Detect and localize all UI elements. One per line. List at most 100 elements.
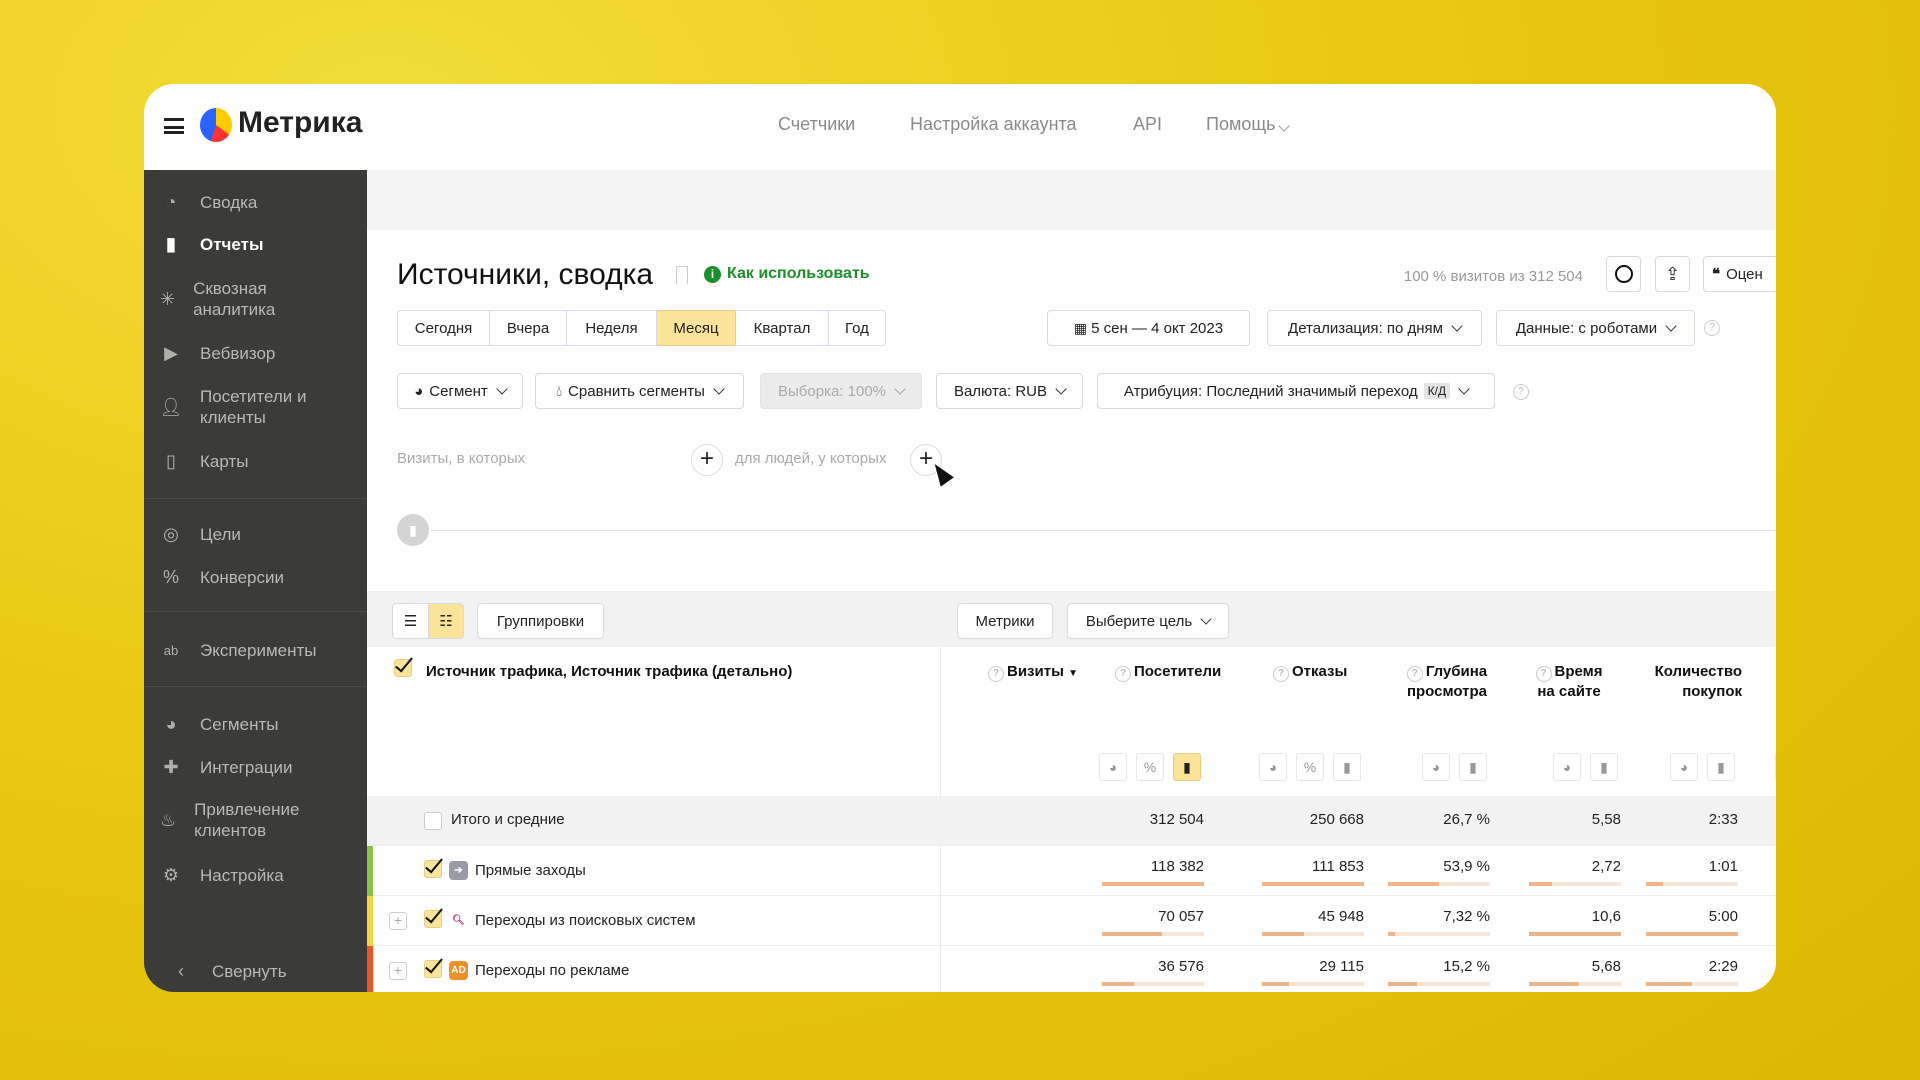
sampling-label: Выборка: 100%	[778, 382, 886, 400]
collapse-sidebar-button[interactable]: ‹ Свернуть	[144, 960, 367, 982]
percent-view-icon[interactable]: %	[1296, 753, 1324, 781]
sidebar-item-end-to-end[interactable]: ✳ Сквозная аналитика	[144, 278, 275, 320]
sidebar-item-integrations[interactable]: ✚ Интеграции	[144, 756, 367, 778]
detail-dropdown[interactable]: Детализация: по дням	[1267, 310, 1482, 346]
hamburger-menu-icon[interactable]	[164, 118, 184, 134]
bar-chart-view-icon[interactable]: ▮	[1173, 753, 1201, 781]
period-week[interactable]: Неделя	[567, 310, 657, 346]
sidebar-item-segments[interactable]: ◕ Сегменты	[144, 713, 367, 735]
compare-segments-dropdown[interactable]: 💧︎ Сравнить сегменты	[535, 373, 744, 409]
pie-view-icon[interactable]: ◕	[1553, 753, 1581, 781]
cell-share-bar	[1529, 882, 1621, 886]
add-people-filter-button[interactable]: +	[910, 444, 942, 476]
logo-text[interactable]: Метрика	[238, 106, 363, 139]
nav-api[interactable]: API	[1133, 114, 1163, 134]
column-header-bounces[interactable]: ? Отказы	[1273, 662, 1347, 682]
cell-share-bar	[1102, 882, 1204, 886]
period-yesterday[interactable]: Вчера	[490, 310, 567, 346]
row-checkbox[interactable]	[424, 960, 442, 978]
pie-view-icon[interactable]: ◕	[1259, 753, 1287, 781]
cell-share-bar	[1388, 932, 1490, 936]
sidebar-item-maps[interactable]: ▯ Карты	[144, 450, 367, 472]
attribution-badge: К/Д	[1423, 383, 1451, 399]
how-to-use-link[interactable]: i Как использовать	[704, 265, 870, 283]
groupings-button[interactable]: Группировки	[477, 603, 604, 639]
sidebar-item-summary[interactable]: ◔ Сводка	[144, 191, 367, 213]
data-mode-dropdown[interactable]: Данные: с роботами	[1496, 310, 1695, 346]
add-visit-filter-button[interactable]: +	[691, 444, 723, 476]
attribution-dropdown[interactable]: Атрибуция: Последний значимый переход К/Д	[1097, 373, 1495, 409]
help-icon[interactable]: ?	[1513, 384, 1529, 400]
nav-counters[interactable]: Счетчики	[778, 114, 856, 134]
sample-info: 100 % визитов из 312 504	[1403, 268, 1583, 285]
segment-dropdown[interactable]: ◕ Сегмент	[397, 373, 523, 409]
totals-value: 2:33	[1708, 811, 1738, 828]
date-range-picker[interactable]: ▦ 5 сен — 4 окт 2023	[1047, 310, 1250, 346]
clock-icon	[1614, 265, 1633, 283]
percent-view-icon[interactable]: %	[1136, 753, 1164, 781]
period-year[interactable]: Год	[829, 310, 886, 346]
bar-chart-view-icon[interactable]: ▮	[1707, 753, 1735, 781]
period-today[interactable]: Сегодня	[397, 310, 490, 346]
pie-view-icon[interactable]: ◕	[1422, 753, 1450, 781]
dimension-header[interactable]: Источник трафика, Источник трафика (дета…	[426, 663, 793, 680]
rate-button[interactable]: ❝ Оцен	[1703, 256, 1776, 292]
target-icon: ◎	[163, 523, 179, 544]
history-button[interactable]	[1606, 256, 1641, 292]
tree-view-button[interactable]: ☷	[428, 603, 464, 639]
row-checkbox[interactable]	[424, 860, 442, 878]
sidebar-item-settings[interactable]: ⚙ Настройка	[144, 864, 367, 886]
choose-goal-dropdown[interactable]: Выберите цель	[1067, 603, 1229, 639]
table-row[interactable]: ➔ Прямые заходы 118 382 111 853 53,9 % 2,72 1:…	[367, 846, 1776, 896]
sidebar-item-goals[interactable]: ◎ Цели	[144, 523, 367, 545]
cell-share-bar-fill	[1646, 882, 1663, 886]
bar-chart-view-icon[interactable]: ▮	[1459, 753, 1487, 781]
row-color-marker	[367, 846, 373, 896]
bar-chart-view-icon[interactable]: ▮	[1590, 753, 1618, 781]
sidebar-item-reports[interactable]: ▮ Отчеты	[144, 233, 367, 255]
metrics-button[interactable]: Метрики	[957, 603, 1053, 639]
expand-row-button[interactable]: +	[389, 962, 407, 980]
chart-toggle-icon[interactable]: ▮	[397, 514, 429, 546]
puzzle-icon: ✚	[163, 756, 179, 777]
column-header-time[interactable]: ? Время на сайте	[1529, 662, 1609, 702]
metrics-label: Метрики	[975, 612, 1035, 630]
column-header-visits[interactable]: ? Визиты ▼	[988, 662, 1078, 684]
bar-chart-view-icon[interactable]: ▮	[1333, 753, 1361, 781]
sidebar-item-acquisition[interactable]: ♨ Привлечение клиентов	[144, 799, 319, 841]
column-header-visitors[interactable]: ? Посетители	[1115, 662, 1221, 682]
period-quarter[interactable]: Квартал	[736, 310, 829, 346]
select-all-checkbox[interactable]	[394, 659, 412, 677]
sidebar-item-visitors[interactable]: 👤︎ Посетители и клиенты	[144, 386, 314, 428]
pie-view-icon[interactable]: ◕	[1670, 753, 1698, 781]
bookmark-icon[interactable]	[676, 266, 688, 284]
cell-share-bar-fill	[1262, 982, 1289, 986]
table-row[interactable]: + 🔍︎ Переходы из поисковых систем 70 057 45 …	[367, 896, 1776, 946]
totals-value: 1 988	[1760, 811, 1776, 828]
cell-share-bar	[1646, 982, 1738, 986]
pie-view-icon[interactable]: ◕	[1099, 753, 1127, 781]
flat-view-button[interactable]: ☰	[392, 603, 429, 639]
export-button[interactable]: ⇪	[1655, 256, 1690, 292]
expand-row-button[interactable]: +	[389, 912, 407, 930]
row-checkbox[interactable]	[424, 910, 442, 928]
sidebar-item-experiments[interactable]: ab Эксперименты	[144, 639, 367, 661]
filter-visits-label: Визиты, в которых	[397, 450, 526, 467]
currency-dropdown[interactable]: Валюта: RUB	[936, 373, 1083, 409]
help-icon: ?	[1115, 666, 1131, 682]
sidebar-item-conversions[interactable]: % Конверсии	[144, 566, 367, 588]
metrika-logo-icon[interactable]	[200, 108, 232, 142]
totals-checkbox[interactable]	[424, 812, 442, 830]
nav-help[interactable]: Помощь	[1206, 114, 1290, 135]
pie-view-icon[interactable]: ◕	[1775, 753, 1776, 781]
column-header-purchases[interactable]: Количество покупок	[1644, 662, 1742, 702]
totals-row: Итого и средние	[367, 796, 1776, 846]
cell-share-bar-fill	[1388, 932, 1396, 936]
column-header-depth[interactable]: ? Глубина просмотра	[1395, 662, 1499, 702]
table-row[interactable]: + AD Переходы по рекламе 36 576 29 115 15,2 %…	[367, 946, 1776, 992]
sidebar-item-webvisor[interactable]: ▶ Вебвизор	[144, 342, 367, 364]
help-icon[interactable]: ?	[1704, 320, 1720, 336]
sampling-dropdown[interactable]: Выборка: 100%	[760, 373, 922, 409]
nav-account-settings[interactable]: Настройка аккаунта	[910, 114, 1077, 134]
period-month[interactable]: Месяц	[657, 310, 736, 346]
